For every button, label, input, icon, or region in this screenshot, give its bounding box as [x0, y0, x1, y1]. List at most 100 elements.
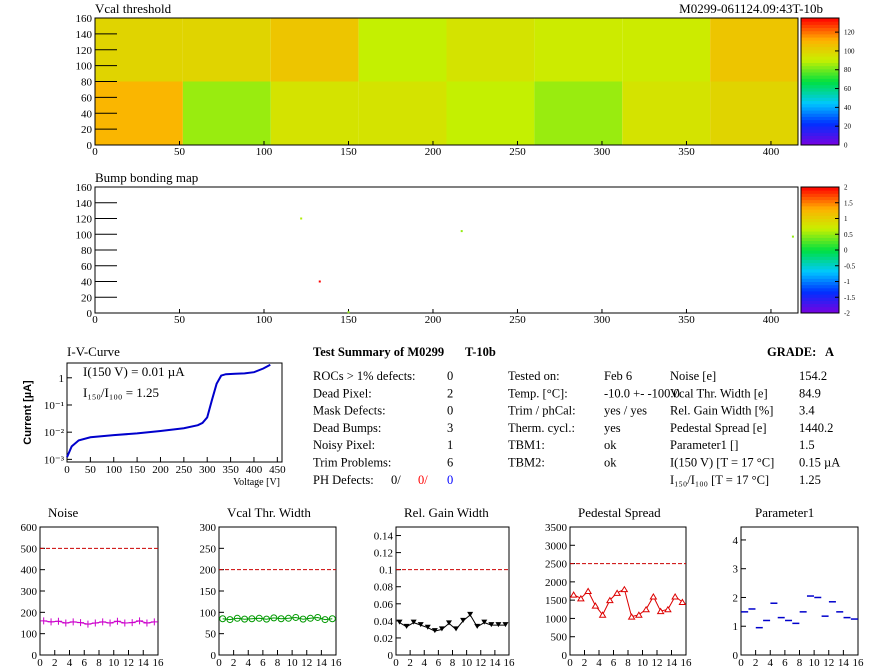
chart-title: Bump bonding map: [95, 170, 198, 185]
marker: [106, 619, 114, 627]
y-tick-label: 0: [733, 650, 739, 662]
y-tick-label: 1: [59, 373, 65, 385]
summary-label: ROCs > 1% defects:: [313, 369, 416, 383]
y-tick-label: 3500: [545, 522, 568, 534]
summary-label: Therm. cycl.:: [508, 421, 575, 435]
x-tick-label: 16: [153, 657, 165, 669]
summary-title: Test Summary of M0299: [313, 345, 444, 359]
marker: [255, 614, 263, 622]
color-scale-step: [801, 129, 839, 133]
x-tick-label: 0: [92, 146, 98, 158]
summary-value: 0.15 µA: [799, 456, 840, 470]
y-tick-label: 500: [551, 632, 568, 644]
plot-frame: [740, 526, 859, 656]
x-tick-label: 200: [152, 464, 169, 476]
plot-frame: [218, 526, 337, 656]
summary-label: Dead Bumps:: [313, 421, 381, 435]
x-tick-label: 10: [637, 657, 649, 669]
summary-label: Rel. Gain Width [%]: [670, 404, 773, 418]
color-scale-step: [801, 91, 839, 95]
color-scale-step: [801, 37, 839, 41]
summary-value: 2: [447, 386, 453, 400]
y-tick-label: 50: [205, 629, 217, 641]
chart-title: Parameter1: [755, 505, 814, 520]
data-line: [222, 616, 333, 621]
marker: [292, 613, 300, 621]
marker: [403, 623, 410, 629]
color-scale-step: [801, 250, 839, 254]
heatmap-cell: [270, 18, 359, 82]
chart-title: Pedestal Spread: [578, 505, 661, 520]
marker: [424, 624, 431, 630]
color-scale-step: [801, 281, 839, 286]
summary-value: yes / yes: [604, 404, 647, 418]
x-tick-label: 50: [85, 464, 97, 476]
y-tick-label: 60: [81, 92, 93, 104]
color-scale-step: [801, 209, 839, 213]
marker: [69, 618, 77, 626]
marker: [128, 619, 136, 627]
y-tick-label: 300: [200, 522, 217, 534]
plot-frame: [66, 362, 283, 463]
marker: [569, 591, 578, 598]
y-tick-label: 1500: [545, 595, 568, 607]
color-scale-step: [801, 75, 839, 79]
x-tick-label: 0: [393, 657, 399, 669]
x-tick-label: 350: [222, 464, 239, 476]
x-tick-label: 100: [105, 464, 122, 476]
y-tick-label: 0.02: [374, 633, 393, 645]
color-scale-step: [801, 227, 839, 232]
marker: [474, 623, 481, 629]
summary-label: Dead Pixel:: [313, 386, 372, 400]
color-scale-step: [801, 21, 839, 25]
y-tick-label: 120: [76, 45, 93, 57]
chart-title: Noise: [48, 505, 79, 520]
data-line: [399, 614, 506, 632]
x-tick-label: 2: [582, 657, 588, 669]
z-tick-label: 120: [844, 29, 855, 37]
summary-value: 3: [447, 421, 453, 435]
color-scale-step: [801, 272, 839, 276]
y-tick-label: 0.04: [374, 616, 394, 628]
heatmap-cell: [622, 18, 711, 82]
y-tick-label: 2: [733, 592, 739, 604]
x-tick-label: 12: [475, 657, 486, 669]
marker: [481, 619, 488, 625]
y-tick-label: 40: [81, 108, 93, 120]
y-tick-label: 80: [81, 77, 93, 89]
marker: [634, 611, 643, 618]
x-tick-label: 150: [340, 314, 357, 326]
color-scale-step: [801, 187, 839, 191]
z-tick-label: 80: [844, 66, 852, 74]
color-scale-step: [801, 56, 839, 60]
y-tick-label: 600: [21, 522, 38, 534]
color-scale-step: [801, 40, 839, 44]
annotation: I₁₅₀/I₁₀₀ = 1.25: [83, 385, 159, 400]
color-scale-step: [801, 309, 839, 314]
y-tick-label: 1000: [545, 613, 568, 625]
summary-label: TBM2:: [508, 456, 545, 470]
y-tick-label: 3000: [545, 540, 568, 552]
y-tick-label: 160: [76, 13, 93, 25]
x-tick-label: 200: [425, 146, 442, 158]
y-tick-label: 40: [81, 277, 93, 289]
marker: [576, 594, 585, 602]
summary-value: 1: [447, 438, 453, 452]
x-tick-label: 12: [823, 657, 834, 669]
x-tick-label: 12: [652, 657, 663, 669]
marker: [77, 619, 85, 627]
marker: [91, 619, 99, 627]
color-scale-step: [801, 84, 839, 89]
x-tick-label: 16: [331, 657, 343, 669]
color-scale-step: [801, 303, 839, 308]
x-tick-label: 300: [199, 464, 216, 476]
x-tick-label: 450: [269, 464, 286, 476]
color-scale-step: [801, 43, 839, 48]
marker: [467, 611, 474, 617]
chart-title: Vcal Thr. Width: [227, 505, 311, 520]
x-tick-label: 4: [422, 657, 428, 669]
data-line: [573, 588, 683, 618]
x-tick-label: 10: [287, 657, 299, 669]
y-tick-label: 2000: [545, 577, 568, 589]
marker: [233, 614, 241, 622]
